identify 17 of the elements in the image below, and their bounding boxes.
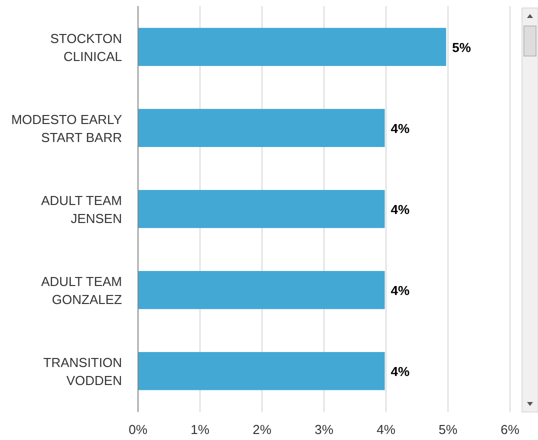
y-tick-label: MODESTO EARLY START BARR — [11, 112, 122, 145]
data-label: 4% — [390, 202, 410, 217]
data-label: 4% — [390, 364, 410, 380]
x-tick-label: 4% — [376, 422, 396, 437]
y-tick-label: STOCKTON CLINICAL — [50, 30, 122, 64]
x-tick-label: 6% — [500, 422, 520, 437]
data-label: 4% — [390, 283, 410, 298]
data-label: 5% — [452, 40, 472, 55]
y-tick-label: ADULT TEAM JENSEN — [41, 193, 122, 226]
x-tick-label: 3% — [314, 422, 334, 437]
y-tick-label: ADULT TEAM GONZALEZ — [41, 274, 122, 308]
y-tick-label: TRANSITION VODDEN — [43, 355, 122, 388]
data-label: 4% — [390, 120, 410, 136]
x-tick-label: 1% — [190, 422, 210, 437]
x-tick-label: 0% — [128, 422, 148, 437]
x-tick-label: 5% — [438, 422, 458, 437]
x-tick-label: 2% — [252, 422, 272, 437]
